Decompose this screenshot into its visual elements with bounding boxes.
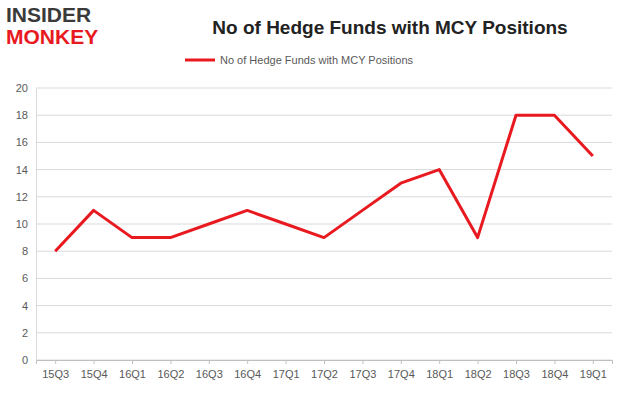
x-tick-label: 17Q1 <box>273 368 300 380</box>
y-tick: 8 <box>22 245 36 257</box>
x-tick-mark <box>439 360 440 364</box>
y-tick: 10 <box>16 218 36 230</box>
series-line <box>55 115 593 251</box>
x-tick-mark <box>94 360 95 364</box>
x-axis-line <box>37 361 613 365</box>
x-tick: 18Q4 <box>541 360 568 380</box>
y-tick-label: 12 <box>16 191 28 203</box>
x-tick-mark <box>401 360 402 364</box>
x-tick: 16Q1 <box>119 360 146 380</box>
y-tick-label: 4 <box>22 300 28 312</box>
x-tick-label: 17Q3 <box>349 368 376 380</box>
x-tick-mark <box>593 360 594 364</box>
y-tick: 2 <box>22 327 36 339</box>
y-tick-label: 0 <box>22 354 28 366</box>
y-tick: 18 <box>16 109 36 121</box>
x-tick: 16Q4 <box>234 360 261 380</box>
y-tick: 4 <box>22 300 36 312</box>
grid-line <box>36 278 612 279</box>
y-tick-label: 8 <box>22 245 28 257</box>
x-tick-mark <box>516 360 517 364</box>
x-tick: 17Q2 <box>311 360 338 380</box>
grid-line <box>36 169 612 170</box>
x-tick: 17Q1 <box>273 360 300 380</box>
y-axis: 0 2 4 6 8 10 12 14 16 18 20 <box>16 82 37 366</box>
y-tick: 0 <box>22 354 36 366</box>
x-tick: 17Q3 <box>349 360 376 380</box>
x-tick-label: 18Q4 <box>541 368 568 380</box>
x-tick-mark <box>170 360 171 364</box>
y-tick: 20 <box>16 82 36 94</box>
grid <box>36 88 612 360</box>
x-tick: 18Q2 <box>465 360 492 380</box>
x-tick-mark <box>324 360 325 364</box>
x-tick-label: 15Q4 <box>81 368 108 380</box>
grid-line <box>36 224 612 225</box>
x-tick-mark <box>132 360 133 364</box>
x-tick: 15Q4 <box>81 360 108 380</box>
x-tick-label: 18Q2 <box>465 368 492 380</box>
y-tick-label: 6 <box>22 272 28 284</box>
y-tick-label: 18 <box>16 109 28 121</box>
x-tick: 15Q3 <box>42 360 69 380</box>
x-tick-label: 16Q2 <box>157 368 184 380</box>
y-tick: 12 <box>16 191 36 203</box>
x-tick-label: 18Q1 <box>426 368 453 380</box>
legend-label: No of Hedge Funds with MCY Positions <box>220 54 413 66</box>
y-tick-label: 2 <box>22 327 28 339</box>
x-tick-label: 15Q3 <box>42 368 69 380</box>
y-tick-label: 10 <box>16 218 28 230</box>
x-tick-label: 18Q3 <box>503 368 530 380</box>
logo-text: INSIDER <box>6 3 91 26</box>
y-tick-label: 20 <box>16 82 28 94</box>
x-tick: 19Q1 <box>580 360 607 380</box>
x-tick: 17Q4 <box>388 360 415 380</box>
grid-line <box>36 88 612 89</box>
grid-line <box>36 142 612 143</box>
x-tick: 16Q2 <box>157 360 184 380</box>
legend: No of Hedge Funds with MCY Positions <box>185 54 413 66</box>
x-tick-label: 17Q2 <box>311 368 338 380</box>
x-tick-mark <box>362 360 363 364</box>
x-tick-label: 19Q1 <box>580 368 607 380</box>
x-tick-label: 16Q1 <box>119 368 146 380</box>
x-tick: 18Q3 <box>503 360 530 380</box>
logo-text: MONKEY <box>6 25 98 48</box>
chart: INSIDERMONKEY No of Hedge Funds with MCY … <box>0 0 625 395</box>
y-tick: 6 <box>22 272 36 284</box>
x-tick-label: 16Q4 <box>234 368 261 380</box>
legend-swatch <box>185 59 215 62</box>
x-tick: 18Q1 <box>426 360 453 380</box>
x-tick-mark <box>286 360 287 364</box>
grid-line <box>36 251 612 252</box>
y-tick: 14 <box>16 164 36 176</box>
x-tick-mark <box>55 360 56 364</box>
x-tick-mark <box>247 360 248 364</box>
x-tick-label: 17Q4 <box>388 368 415 380</box>
title: No of Hedge Funds with MCY Positions <box>212 17 567 38</box>
x-tick-label: 16Q3 <box>196 368 223 380</box>
grid-line <box>36 196 612 197</box>
y-tick-label: 14 <box>16 164 28 176</box>
y-tick: 16 <box>16 136 36 148</box>
y-axis-line <box>36 89 37 361</box>
y-tick-label: 16 <box>16 136 28 148</box>
x-tick-mark <box>209 360 210 364</box>
grid-line <box>36 332 612 333</box>
x-tick: 16Q3 <box>196 360 223 380</box>
x-tick-mark <box>554 360 555 364</box>
plot-area <box>55 115 593 251</box>
grid-line <box>36 305 612 306</box>
x-axis: 15Q3 15Q4 16Q1 16Q2 16Q3 16Q4 17Q1 17Q2 17Q3 17Q4… <box>37 360 613 380</box>
x-tick-mark <box>478 360 479 364</box>
